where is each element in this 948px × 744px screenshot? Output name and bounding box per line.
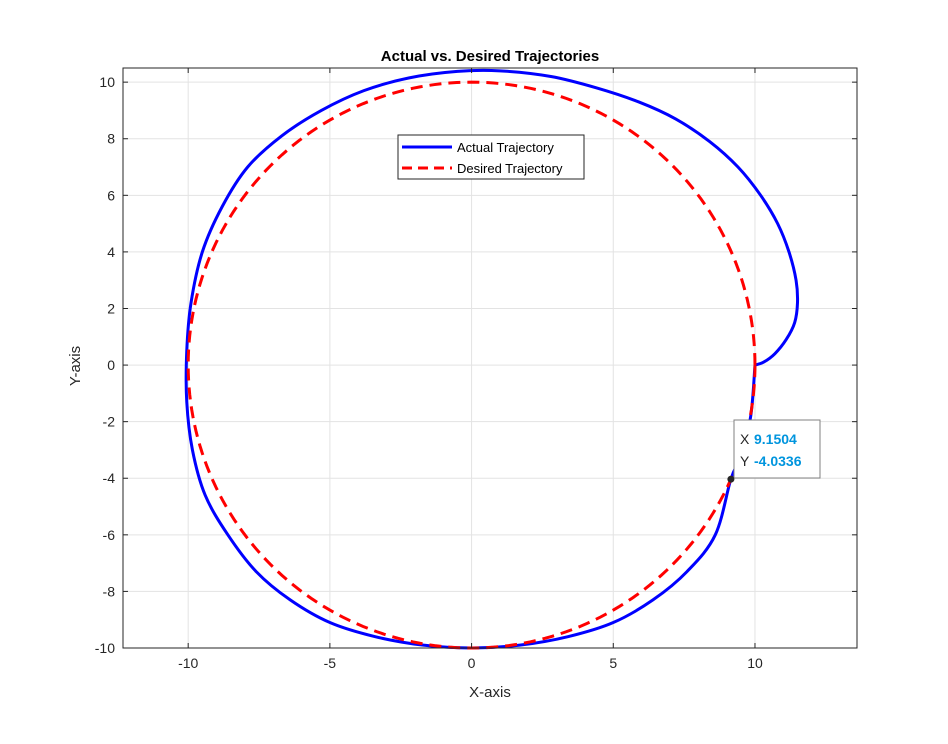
x-axis-label: X-axis bbox=[469, 684, 511, 701]
y-tick-label: -8 bbox=[103, 583, 116, 599]
datatip-x-label: X bbox=[740, 431, 750, 447]
datatip[interactable]: X 9.1504 Y -4.0336 bbox=[727, 419, 821, 483]
y-tick-label: 0 bbox=[107, 357, 115, 373]
x-tick-label: 5 bbox=[609, 655, 617, 671]
y-tick-label: -6 bbox=[103, 527, 116, 543]
chart-title: Actual vs. Desired Trajectories bbox=[381, 48, 599, 65]
y-axis-label: Y-axis bbox=[67, 346, 84, 386]
legend-label-desired: Desired Trajectory bbox=[457, 161, 563, 176]
axis-ticks: -10 -5 0 5 10 -10 -8 -6 -4 -2 0 2 4 6 8 10 bbox=[95, 68, 857, 671]
y-tick-label: -2 bbox=[103, 414, 116, 430]
legend[interactable]: Actual Trajectory Desired Trajectory bbox=[397, 134, 585, 180]
x-tick-label: -10 bbox=[178, 655, 198, 671]
series-desired-trajectory bbox=[186, 80, 757, 650]
x-tick-label: -5 bbox=[324, 655, 337, 671]
x-tick-label: 10 bbox=[747, 655, 763, 671]
datatip-x-value: 9.1504 bbox=[754, 431, 797, 447]
datatip-marker bbox=[727, 475, 735, 483]
y-tick-label: 8 bbox=[107, 131, 115, 147]
series-actual-trajectory bbox=[184, 68, 800, 650]
datatip-box bbox=[733, 419, 821, 479]
legend-label-actual: Actual Trajectory bbox=[457, 140, 554, 155]
axes-box bbox=[122, 67, 858, 649]
y-tick-label: -10 bbox=[95, 640, 115, 656]
y-tick-label: 4 bbox=[107, 244, 115, 260]
legend-box bbox=[397, 134, 585, 180]
x-tick-label: 0 bbox=[468, 655, 476, 671]
datatip-y-label: Y bbox=[740, 453, 750, 469]
y-tick-label: 2 bbox=[107, 300, 115, 316]
y-tick-label: -4 bbox=[103, 470, 116, 486]
y-tick-label: 6 bbox=[107, 187, 115, 203]
datatip-y-value: -4.0336 bbox=[754, 453, 802, 469]
y-tick-label: 10 bbox=[99, 74, 115, 90]
plot-area bbox=[184, 68, 800, 650]
